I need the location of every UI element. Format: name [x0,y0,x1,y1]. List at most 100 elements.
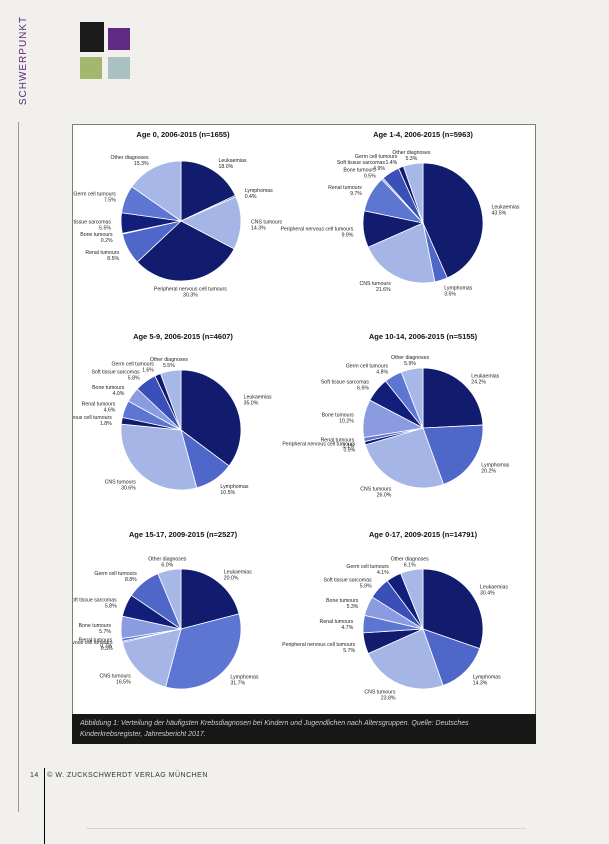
pie-slice-lymphomas [422,424,484,485]
pie-slice-cns-tumours [180,196,242,250]
chart-title: Age 0-17, 2009-2015 (n=14791) [369,530,478,539]
pie-slice-cns-tumours [120,423,198,491]
slice-label: Soft tissue sarcomas 5.9% [323,577,372,589]
pie-slice-leukaemias [422,568,484,650]
pie-slice-cns-tumours [367,222,436,284]
slice-label: Leukaemias 18.0% [219,158,247,170]
slice-label: Lymphomas 0.4% [245,188,273,200]
slice-label: Leukaemias 20.0% [224,570,252,582]
slice-label: Peripheral nervous cell tumours 9.9% [280,226,353,238]
chart-title: Age 10-14, 2006-2015 (n=5155) [369,332,478,341]
slice-label: CNS tumours 16.5% [100,674,132,686]
pie-slice-other-diagnoses [400,568,424,630]
slice-label: CNS tumours 26.0% [360,487,392,499]
slice-label: CNS tumours 14.3% [251,219,283,231]
pie-chart-4: Age 10-14, 2006-2015 (n=5155) Leukaemias 2… [282,332,509,499]
pie-slice-leukaemias [180,160,236,222]
slice-label: Lymphomas 10.5% [220,484,248,496]
pie-slice-cns-tumours [364,427,445,489]
pie-chart-5: Age 15-17, 2009-2015 (n=2527) Leukaemias 2… [73,530,259,690]
slice-label: Leukaemias 43.5% [492,205,520,217]
slice-label: Other diagnoses 6.0% [148,556,186,568]
page-number: 14 [30,772,39,779]
slice-label: Other diagnoses 5.3% [392,150,430,162]
slice-label: Renal tumours 8.5% [85,250,119,262]
slice-label: Bone tumours 4.0% [92,385,125,397]
pie-slice-leukaemias [180,369,242,467]
pie-slice-leukaemias [180,568,240,630]
slice-label: Bone tumours 5.3% [326,598,359,610]
slice-label: Soft tissue sarcomas 5.8% [91,370,140,382]
brand-square-teal [108,57,130,79]
slice-label: Leukaemias 35.0% [244,395,272,407]
slice-label: Germ cell tumours 8.8% [94,571,137,583]
pie-chart-6: Age 0-17, 2009-2015 (n=14791) Leukaemias 3… [282,530,508,701]
bottom-line [86,828,526,829]
brand-square-green [80,57,102,79]
slice-label: Germ cell tumours 1.6% [112,362,155,374]
pie-slice-other-diagnoses [400,367,424,429]
slice-label: Renal tumours 9.7% [328,185,362,197]
slice-label: Lymphomas 3.5% [444,286,472,298]
pie-slice-other-diagnoses [157,568,182,630]
pie-slice-cns-tumours [367,628,444,690]
slice-label: Renal tumours 1.1% [321,438,355,450]
pie-slice-peripheral-nervous-cell-tumours [136,220,235,282]
slice-label: Lymphomas 14.3% [473,674,501,686]
figure-caption: Abbildung 1: Verteilung der häufigsten K… [72,714,536,744]
margin-rule [18,122,19,812]
slice-label: Renal tumours 4.6% [82,402,116,414]
slice-label: Peripheral nervous cell tumours 0.9% [282,442,355,454]
slice-label: Lymphomas 31.7% [230,675,258,687]
slice-label: Other diagnoses 6.1% [391,556,429,568]
slice-label: Soft tissue sarcomas 6.6% [321,379,370,391]
pie-slice-other-diagnoses [160,369,182,431]
slice-label: Bone tumours 0.2% [80,232,113,244]
pie-slice-other-diagnoses [402,162,424,224]
slice-label: Germ cell tumours 7.5% [73,191,116,203]
slice-label: CNS tumours 21.6% [360,281,392,293]
brand-square-purple [108,28,130,50]
pie-slice-lymphomas [165,613,242,690]
slice-label: Renal tumours 4.7% [319,619,353,631]
pie-chart-3: Age 5-9, 2006-2015 (n=4607) Leukaemias 35.… [73,332,272,496]
slice-label: Bone tumours 10.2% [322,413,355,425]
pie-slice-other-diagnoses [131,160,182,222]
pie-slice-leukaemias [422,367,484,429]
chart-title: Age 1-4, 2006-2015 (n=5963) [373,130,473,139]
slice-label: Bone tumours 0.5% [343,167,376,179]
publisher-text: © W. ZUCKSCHWERDT VERLAG MÜNCHEN [47,772,208,779]
chart-title: Age 15-17, 2009-2015 (n=2527) [129,530,238,539]
pie-slice-leukaemias [422,162,484,279]
slice-label: Germ cell tumours 4.1% [346,564,389,576]
page-footer: 14 © W. ZUCKSCHWERDT VERLAG MÜNCHEN [30,772,208,779]
slice-label: Germ cell tumours 1.4% [355,154,398,166]
footer-rule [44,768,45,844]
chart-title: Age 0, 2006-2015 (n=1655) [136,130,230,139]
slice-label: Leukaemias 24.2% [471,373,499,385]
slice-label: CNS tumours 30.6% [105,480,137,492]
slice-label: Leukaemias 30.4% [480,584,508,596]
slice-label: Germ cell tumours 4.8% [346,363,389,375]
pie-chart-1: Age 0, 2006-2015 (n=1655) Leukaemias 18.0%… [73,130,283,298]
brand-square-black [80,22,104,52]
section-label: SCHWERPUNKT [18,15,30,106]
slice-label: Other diagnoses 5.9% [391,355,429,367]
pie-charts-canvas: Age 0, 2006-2015 (n=1655) Leukaemias 18.0%… [73,130,520,701]
pie-chart-figure: Age 0, 2006-2015 (n=1655) Leukaemias 18.0%… [72,124,536,742]
slice-label: Bone tumours 5.7% [79,623,112,635]
pie-chart-2: Age 1-4, 2006-2015 (n=5963) Leukaemias 43.… [280,130,519,298]
slice-label: Peripheral nervous cell tumours 5.7% [282,642,355,654]
slice-label: Peripheral nervous cell tumours 30.3% [154,286,227,298]
slice-label: Lymphomas 20.2% [481,463,509,475]
slice-label: Renal tumours 0.7% [78,638,112,650]
pie-slice-cns-tumours [122,628,182,688]
slice-label: Other diagnoses 5.5% [150,357,188,369]
chart-title: Age 5-9, 2006-2015 (n=4607) [133,332,233,341]
slice-label: CNS tumours 23.8% [364,689,396,701]
pie-slice-lymphomas [422,628,481,687]
slice-label: Soft tissue sarcomas 4.9% [337,160,386,172]
